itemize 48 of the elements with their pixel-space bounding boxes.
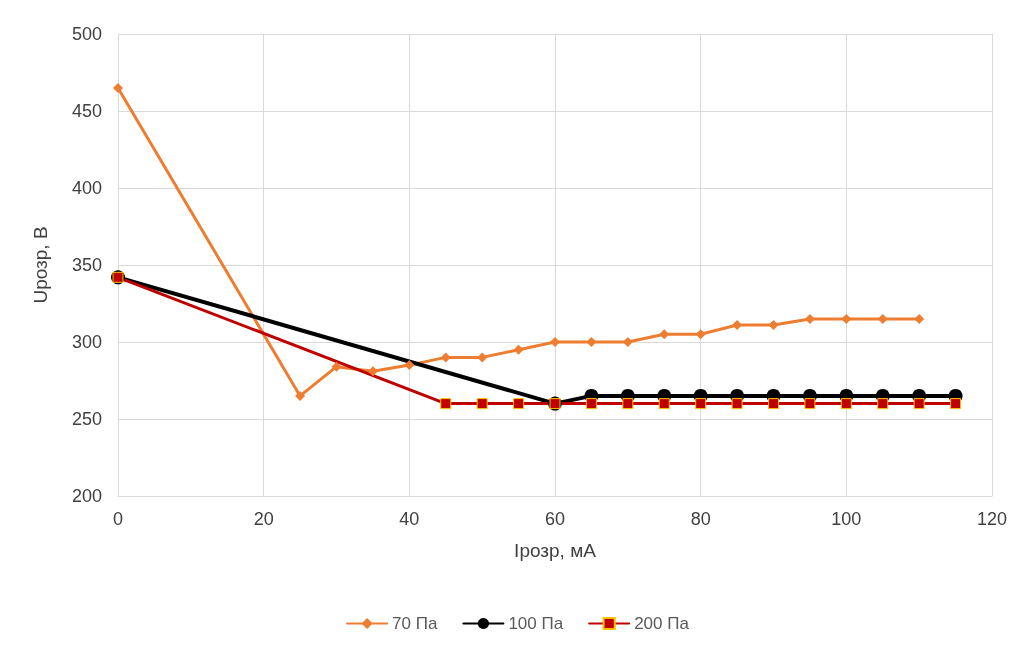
y-tick-label: 350 xyxy=(71,255,102,275)
point xyxy=(913,398,925,410)
point xyxy=(914,313,925,324)
point xyxy=(804,313,815,324)
x-tick-label: 100 xyxy=(831,509,862,529)
legend-label: 100 Па xyxy=(508,614,564,633)
point xyxy=(841,313,852,324)
y-tick-label: 500 xyxy=(71,24,102,44)
x-axis-title: Iрозр, мА xyxy=(514,540,597,561)
y-tick-label: 200 xyxy=(71,486,102,506)
point xyxy=(585,398,597,410)
point xyxy=(113,82,123,93)
point xyxy=(840,398,852,410)
y-tick-label: 250 xyxy=(71,409,102,429)
point xyxy=(550,337,560,347)
point xyxy=(731,398,743,410)
x-tick-label: 60 xyxy=(544,509,566,529)
legend-label: 200 Па xyxy=(634,614,690,633)
x-tick-label: 20 xyxy=(253,509,274,529)
y-tick-label: 450 xyxy=(71,101,102,121)
x-tick-label: 40 xyxy=(399,509,420,529)
point xyxy=(695,398,707,410)
point xyxy=(695,329,706,340)
point xyxy=(440,352,451,363)
x-tick-label: 0 xyxy=(112,509,124,529)
point xyxy=(513,398,525,410)
point xyxy=(513,344,524,355)
point xyxy=(476,398,488,410)
y-tick-label: 300 xyxy=(71,332,102,352)
point xyxy=(804,398,816,410)
y-axis-title: Uрозр, В xyxy=(30,226,51,304)
x-tick-label: 120 xyxy=(976,509,1008,529)
point xyxy=(622,398,634,410)
point xyxy=(440,398,452,410)
point xyxy=(950,398,962,410)
y-tick-label: 400 xyxy=(71,178,102,198)
point xyxy=(658,398,670,410)
point xyxy=(768,320,779,331)
point xyxy=(404,360,415,371)
point xyxy=(586,337,597,347)
point xyxy=(659,329,670,340)
legend-label: 70 Па xyxy=(392,614,438,633)
point xyxy=(295,390,306,401)
point xyxy=(877,398,889,410)
point xyxy=(477,352,488,363)
point xyxy=(768,398,779,410)
x-tick-label: 80 xyxy=(690,509,711,529)
point xyxy=(331,361,342,372)
